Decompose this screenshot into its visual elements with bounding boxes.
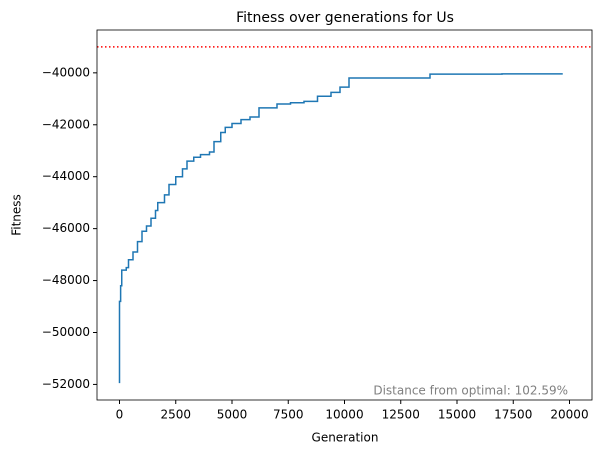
y-tick-label: −40000 [42, 65, 90, 79]
y-tick-label: −42000 [42, 117, 90, 131]
x-tick-label: 0 [116, 408, 124, 422]
x-axis-label: Generation [312, 431, 379, 445]
y-axis-label: Fitness [10, 194, 24, 236]
annotation: Distance from optimal: 102.59% [373, 384, 568, 398]
y-tick-label: −44000 [42, 169, 90, 183]
fitness-line [118, 73, 563, 384]
x-tick-label: 5000 [217, 408, 248, 422]
x-tick-label: 15000 [438, 408, 476, 422]
y-tick-label: −46000 [42, 221, 90, 235]
plot-frame [96, 29, 593, 401]
y-tick-label: −48000 [42, 273, 90, 287]
x-tick-label: 20000 [550, 408, 588, 422]
chart-title: Fitness over generations for Us [236, 10, 454, 26]
y-tick-label: −52000 [42, 377, 90, 391]
x-tick-label: 17500 [494, 408, 532, 422]
y-tick-label: −50000 [42, 325, 90, 339]
x-tick-label: 12500 [382, 408, 420, 422]
x-tick-label: 7500 [273, 408, 304, 422]
x-tick-label: 10000 [325, 408, 363, 422]
x-tick-label: 2500 [160, 408, 191, 422]
